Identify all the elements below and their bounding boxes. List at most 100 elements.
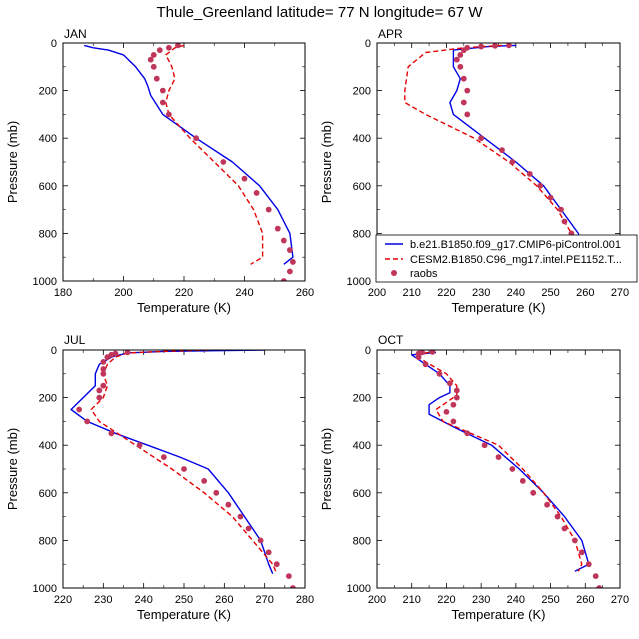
raobs-point	[159, 87, 166, 94]
x-tick-label: 250	[175, 594, 193, 606]
series-line-model2	[404, 44, 579, 268]
raobs-point	[104, 354, 111, 361]
y-tick-label: 0	[51, 38, 57, 50]
y-tick-label: 0	[365, 38, 371, 50]
raobs-point	[481, 442, 488, 449]
raobs-point	[453, 387, 460, 394]
raobs-point	[165, 111, 172, 118]
raobs-point	[561, 525, 568, 532]
raobs-point	[100, 366, 107, 372]
x-tick-label: 260	[296, 287, 314, 299]
raobs-point	[100, 359, 107, 365]
raobs-point	[175, 43, 181, 49]
raobs-point	[422, 361, 429, 368]
y-axis-label: Pressure (mb)	[319, 428, 334, 510]
raobs-point	[165, 44, 172, 51]
y-tick-label: 0	[51, 345, 57, 357]
raobs-point	[100, 370, 107, 377]
raobs-point	[554, 513, 561, 520]
raobs-point	[478, 135, 485, 142]
series-line-model1	[411, 351, 590, 572]
panel-apr: APR 200 210 220 230 240 250 260 270 0 200 400 600 80…	[319, 27, 629, 315]
raobs-point	[201, 478, 208, 484]
series-line-model2	[414, 351, 583, 572]
y-tick-label: 1000	[347, 583, 371, 595]
raobs-point	[450, 401, 457, 408]
raobs-point	[578, 549, 585, 556]
raobs-point	[96, 394, 103, 401]
raobs-point	[526, 171, 533, 177]
raobs-point	[274, 225, 281, 232]
y-tick-label: 400	[39, 133, 57, 145]
y-tick-label: 400	[353, 440, 371, 452]
raobs-point	[150, 63, 157, 70]
raobs-point	[124, 350, 131, 356]
x-tick-label: 270	[611, 287, 629, 299]
x-tick-label: 210	[403, 287, 421, 299]
y-tick-label: 400	[353, 133, 371, 145]
raobs-point	[160, 454, 167, 460]
raobs-point	[265, 549, 272, 556]
y-tick-label: 0	[365, 345, 371, 357]
x-tick-label: 270	[611, 594, 629, 606]
x-tick-label: 200	[114, 287, 132, 299]
raobs-point	[150, 52, 157, 58]
y-axis-label: Pressure (mb)	[5, 121, 20, 203]
raobs-point	[237, 513, 244, 520]
raobs-point	[280, 237, 287, 244]
x-tick-label: 230	[94, 594, 112, 606]
raobs-point	[108, 430, 115, 437]
y-tick-label: 1000	[33, 276, 57, 288]
x-tick-label: 200	[368, 594, 386, 606]
raobs-point	[509, 159, 516, 165]
x-tick-label: 260	[576, 594, 594, 606]
raobs-point	[460, 47, 467, 54]
y-tick-label: 200	[39, 86, 57, 98]
y-tick-label: 1000	[347, 276, 371, 288]
x-tick-label: 280	[296, 594, 314, 606]
plot-frame	[62, 42, 306, 282]
raobs-point	[286, 268, 293, 275]
raobs-point	[220, 159, 227, 165]
raobs-point	[100, 382, 107, 389]
x-axis-label: Temperature (K)	[452, 607, 546, 622]
panel-title: OCT	[378, 333, 404, 347]
raobs-point	[181, 466, 187, 472]
y-tick-label: 200	[353, 86, 371, 98]
x-tick-label: 240	[235, 287, 253, 299]
raobs-point	[453, 56, 460, 63]
x-tick-label: 250	[541, 594, 559, 606]
x-tick-label: 180	[54, 287, 72, 299]
raobs-point	[84, 418, 91, 425]
x-tick-label: 240	[134, 594, 152, 606]
series-group	[70, 350, 296, 588]
y-tick-label: 600	[39, 181, 57, 193]
raobs-point	[436, 370, 443, 377]
legend-box	[375, 234, 638, 283]
y-axis-label: Pressure (mb)	[319, 121, 334, 203]
raobs-point	[457, 52, 464, 58]
y-tick-label: 600	[353, 488, 371, 500]
raobs-point	[96, 387, 103, 394]
panel-title: JAN	[64, 27, 87, 41]
raobs-point	[596, 585, 603, 588]
raobs-point	[464, 111, 471, 118]
raobs-point	[245, 525, 252, 532]
raobs-point	[460, 75, 467, 82]
raobs-point	[136, 442, 143, 449]
plot-frame	[62, 349, 306, 589]
y-tick-label: 800	[39, 228, 57, 240]
raobs-point	[506, 43, 512, 49]
raobs-point	[558, 206, 564, 213]
raobs-point	[213, 489, 220, 496]
plot-frame	[376, 349, 621, 589]
y-tick-label: 800	[39, 535, 57, 547]
raobs-point	[547, 194, 554, 201]
raobs-point	[585, 561, 592, 568]
raobs-point	[561, 218, 568, 225]
raobs-point	[592, 573, 599, 579]
series-group	[411, 350, 603, 588]
raobs-point	[464, 87, 471, 94]
raobs-point	[156, 47, 163, 54]
raobs-point	[492, 43, 498, 49]
